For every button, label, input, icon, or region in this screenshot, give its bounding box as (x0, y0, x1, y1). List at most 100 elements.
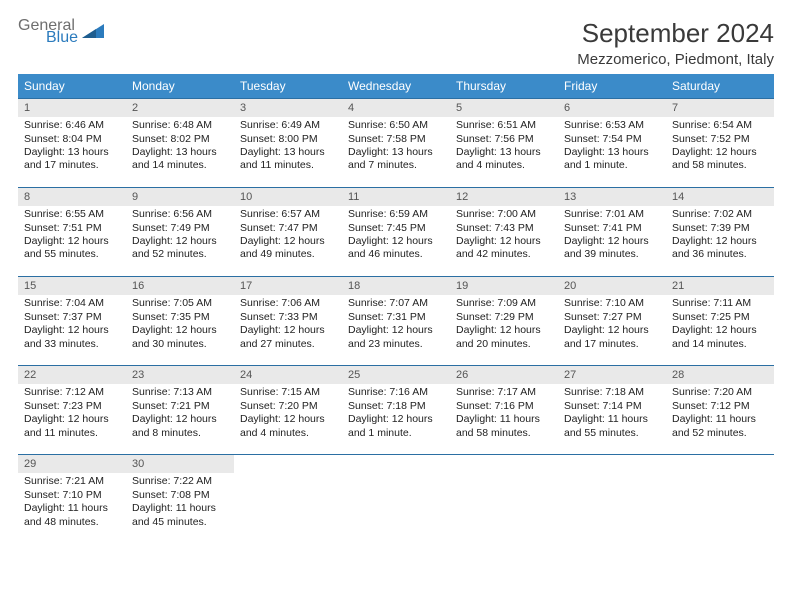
day-body: Sunrise: 7:11 AMSunset: 7:25 PMDaylight:… (666, 295, 774, 365)
daylight-text-2: and 58 minutes. (672, 159, 768, 172)
weekday-header-row: Sunday Monday Tuesday Wednesday Thursday… (18, 74, 774, 99)
calendar-day-cell: 9Sunrise: 6:56 AMSunset: 7:49 PMDaylight… (126, 188, 234, 277)
calendar-day-cell: 19Sunrise: 7:09 AMSunset: 7:29 PMDayligh… (450, 277, 558, 366)
calendar-day-cell: 20Sunrise: 7:10 AMSunset: 7:27 PMDayligh… (558, 277, 666, 366)
calendar-day-cell: 5Sunrise: 6:51 AMSunset: 7:56 PMDaylight… (450, 99, 558, 188)
calendar-day-cell: 16Sunrise: 7:05 AMSunset: 7:35 PMDayligh… (126, 277, 234, 366)
sunrise-text: Sunrise: 6:49 AM (240, 119, 336, 132)
sunset-text: Sunset: 7:14 PM (564, 400, 660, 413)
calendar-day-cell: 14Sunrise: 7:02 AMSunset: 7:39 PMDayligh… (666, 188, 774, 277)
calendar-day-cell: 7Sunrise: 6:54 AMSunset: 7:52 PMDaylight… (666, 99, 774, 188)
day-number: 29 (18, 455, 126, 473)
daylight-text-2: and 23 minutes. (348, 338, 444, 351)
brand-text: General Blue (18, 18, 78, 46)
daylight-text-2: and 39 minutes. (564, 248, 660, 261)
daylight-text-2: and 55 minutes. (24, 248, 120, 261)
sunrise-text: Sunrise: 7:15 AM (240, 386, 336, 399)
sunset-text: Sunset: 7:29 PM (456, 311, 552, 324)
daylight-text-1: Daylight: 12 hours (456, 324, 552, 337)
sunset-text: Sunset: 7:21 PM (132, 400, 228, 413)
day-body: Sunrise: 7:00 AMSunset: 7:43 PMDaylight:… (450, 206, 558, 276)
weekday-header: Sunday (18, 74, 126, 99)
sunset-text: Sunset: 7:39 PM (672, 222, 768, 235)
daylight-text-2: and 27 minutes. (240, 338, 336, 351)
sunrise-text: Sunrise: 7:10 AM (564, 297, 660, 310)
day-body: Sunrise: 7:02 AMSunset: 7:39 PMDaylight:… (666, 206, 774, 276)
daylight-text-1: Daylight: 13 hours (24, 146, 120, 159)
day-number: 26 (450, 366, 558, 384)
sunrise-text: Sunrise: 6:48 AM (132, 119, 228, 132)
sunset-text: Sunset: 7:16 PM (456, 400, 552, 413)
sunrise-text: Sunrise: 6:59 AM (348, 208, 444, 221)
daylight-text-1: Daylight: 13 hours (456, 146, 552, 159)
weekday-header: Monday (126, 74, 234, 99)
day-number: 16 (126, 277, 234, 295)
day-body: Sunrise: 7:15 AMSunset: 7:20 PMDaylight:… (234, 384, 342, 454)
calendar-blank-cell (666, 455, 774, 538)
calendar-day-cell: 26Sunrise: 7:17 AMSunset: 7:16 PMDayligh… (450, 366, 558, 455)
daylight-text-2: and 14 minutes. (132, 159, 228, 172)
calendar-day-cell: 10Sunrise: 6:57 AMSunset: 7:47 PMDayligh… (234, 188, 342, 277)
daylight-text-1: Daylight: 12 hours (564, 324, 660, 337)
day-body: Sunrise: 7:10 AMSunset: 7:27 PMDaylight:… (558, 295, 666, 365)
month-title: September 2024 (577, 18, 774, 49)
sunrise-text: Sunrise: 7:04 AM (24, 297, 120, 310)
sunrise-text: Sunrise: 7:18 AM (564, 386, 660, 399)
daylight-text-1: Daylight: 12 hours (672, 146, 768, 159)
calendar-blank-cell (234, 455, 342, 538)
sunset-text: Sunset: 7:51 PM (24, 222, 120, 235)
sunset-text: Sunset: 7:10 PM (24, 489, 120, 502)
sunset-text: Sunset: 7:52 PM (672, 133, 768, 146)
day-body: Sunrise: 6:49 AMSunset: 8:00 PMDaylight:… (234, 117, 342, 187)
day-body: Sunrise: 7:04 AMSunset: 7:37 PMDaylight:… (18, 295, 126, 365)
calendar-day-cell: 28Sunrise: 7:20 AMSunset: 7:12 PMDayligh… (666, 366, 774, 455)
day-body: Sunrise: 6:50 AMSunset: 7:58 PMDaylight:… (342, 117, 450, 187)
day-number: 27 (558, 366, 666, 384)
sunset-text: Sunset: 7:20 PM (240, 400, 336, 413)
blank-daynum (450, 455, 558, 473)
day-number: 8 (18, 188, 126, 206)
page-header: General Blue September 2024 Mezzomerico,… (18, 18, 774, 68)
daylight-text-2: and 33 minutes. (24, 338, 120, 351)
sunrise-text: Sunrise: 7:13 AM (132, 386, 228, 399)
day-number: 10 (234, 188, 342, 206)
day-body: Sunrise: 6:59 AMSunset: 7:45 PMDaylight:… (342, 206, 450, 276)
day-number: 13 (558, 188, 666, 206)
daylight-text-2: and 52 minutes. (132, 248, 228, 261)
daylight-text-1: Daylight: 12 hours (24, 413, 120, 426)
day-number: 7 (666, 99, 774, 117)
daylight-text-2: and 20 minutes. (456, 338, 552, 351)
sunrise-text: Sunrise: 6:51 AM (456, 119, 552, 132)
day-body: Sunrise: 6:55 AMSunset: 7:51 PMDaylight:… (18, 206, 126, 276)
daylight-text-2: and 55 minutes. (564, 427, 660, 440)
daylight-text-2: and 14 minutes. (672, 338, 768, 351)
sunrise-text: Sunrise: 7:07 AM (348, 297, 444, 310)
blank-daynum (234, 455, 342, 473)
calendar-day-cell: 3Sunrise: 6:49 AMSunset: 8:00 PMDaylight… (234, 99, 342, 188)
sunset-text: Sunset: 7:47 PM (240, 222, 336, 235)
calendar-day-cell: 24Sunrise: 7:15 AMSunset: 7:20 PMDayligh… (234, 366, 342, 455)
sunset-text: Sunset: 7:58 PM (348, 133, 444, 146)
sunset-text: Sunset: 7:49 PM (132, 222, 228, 235)
blank-daynum (666, 455, 774, 473)
calendar-day-cell: 22Sunrise: 7:12 AMSunset: 7:23 PMDayligh… (18, 366, 126, 455)
daylight-text-1: Daylight: 12 hours (240, 324, 336, 337)
daylight-text-1: Daylight: 12 hours (348, 413, 444, 426)
day-body: Sunrise: 7:17 AMSunset: 7:16 PMDaylight:… (450, 384, 558, 454)
day-number: 24 (234, 366, 342, 384)
day-body: Sunrise: 6:46 AMSunset: 8:04 PMDaylight:… (18, 117, 126, 187)
day-body: Sunrise: 6:53 AMSunset: 7:54 PMDaylight:… (558, 117, 666, 187)
sunset-text: Sunset: 7:37 PM (24, 311, 120, 324)
weekday-header: Saturday (666, 74, 774, 99)
day-number: 22 (18, 366, 126, 384)
daylight-text-2: and 11 minutes. (24, 427, 120, 440)
sunrise-text: Sunrise: 7:00 AM (456, 208, 552, 221)
sunset-text: Sunset: 7:08 PM (132, 489, 228, 502)
day-body: Sunrise: 6:56 AMSunset: 7:49 PMDaylight:… (126, 206, 234, 276)
blank-body (558, 473, 666, 537)
weekday-header: Tuesday (234, 74, 342, 99)
title-block: September 2024 Mezzomerico, Piedmont, It… (577, 18, 774, 68)
sunrise-text: Sunrise: 7:12 AM (24, 386, 120, 399)
sunset-text: Sunset: 8:04 PM (24, 133, 120, 146)
sunrise-text: Sunrise: 6:46 AM (24, 119, 120, 132)
